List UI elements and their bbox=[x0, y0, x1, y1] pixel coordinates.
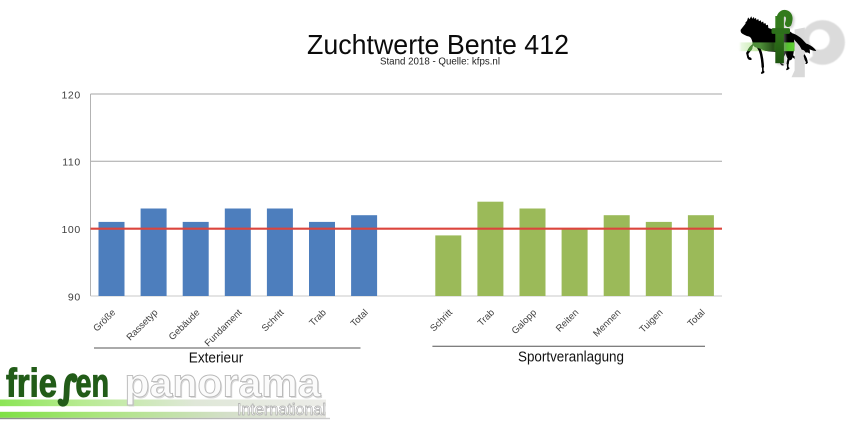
svg-text:en: en bbox=[76, 364, 110, 406]
svg-text:Total: Total bbox=[349, 307, 371, 329]
svg-text:Rassetyp: Rassetyp bbox=[125, 307, 161, 343]
svg-text:Fundament: Fundament bbox=[203, 307, 245, 349]
svg-text:Stand 2018 - Quelle: kfps.nl: Stand 2018 - Quelle: kfps.nl bbox=[380, 56, 500, 68]
svg-text:Gebäude: Gebäude bbox=[167, 307, 202, 342]
svg-text:Reiten: Reiten bbox=[554, 307, 581, 334]
svg-text:Trab: Trab bbox=[307, 307, 328, 328]
svg-text:Exterieur: Exterieur bbox=[189, 351, 244, 367]
svg-text:frie: frie bbox=[6, 364, 57, 406]
svg-text:panorama: panorama bbox=[126, 364, 323, 407]
svg-text:Größe: Größe bbox=[91, 307, 118, 334]
svg-text:100: 100 bbox=[61, 224, 80, 236]
svg-text:panorama: panorama bbox=[125, 364, 322, 406]
svg-text:90: 90 bbox=[68, 291, 81, 303]
svg-text:Sportveranlagung: Sportveranlagung bbox=[518, 350, 624, 366]
svg-text:Mennen: Mennen bbox=[591, 307, 623, 339]
svg-text:110: 110 bbox=[62, 157, 81, 169]
svg-text:Trab: Trab bbox=[476, 307, 497, 328]
svg-text:Tuigen: Tuigen bbox=[637, 307, 665, 335]
svg-text:Schritt: Schritt bbox=[428, 307, 455, 334]
svg-text:Total: Total bbox=[686, 307, 708, 329]
svg-text:International: International bbox=[237, 400, 326, 419]
svg-text:Zuchtwerte Bente 412: Zuchtwerte Bente 412 bbox=[307, 29, 569, 60]
svg-text:Galopp: Galopp bbox=[510, 307, 539, 336]
svg-text:Schritt: Schritt bbox=[260, 307, 287, 334]
svg-text:120: 120 bbox=[61, 89, 80, 101]
